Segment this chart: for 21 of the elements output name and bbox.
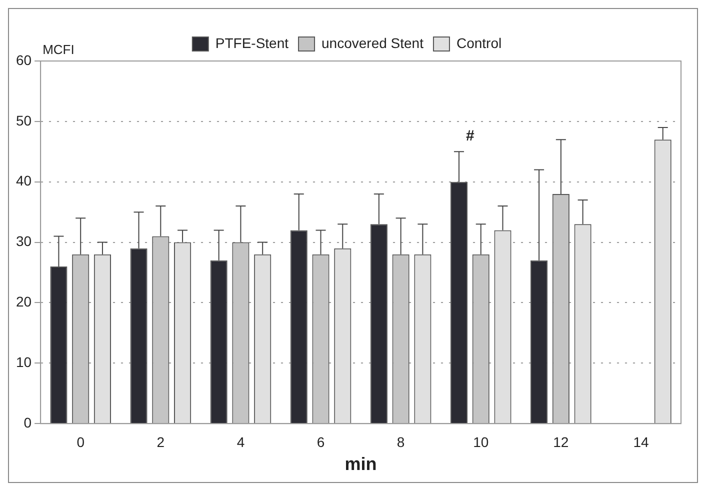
y-tick-label: 60 [16,52,32,68]
x-tick-label: 14 [633,434,649,450]
x-tick-label: 4 [236,434,245,450]
x-tick-label: 12 [553,434,569,450]
y-tick-label: 30 [16,233,32,250]
x-tick-label: 0 [76,434,85,450]
x-tick-label: 10 [473,434,489,450]
legend-label: Control [456,34,502,51]
y-tick-label: 20 [16,294,32,310]
x-tick-label: 6 [316,434,325,450]
x-axis-title: min [344,454,377,474]
legend-label: PTFE-Stent [215,34,289,51]
legend-label: uncovered Stent [322,34,424,51]
annotation: # [466,127,475,144]
y-tick-label: 50 [16,112,32,128]
x-tick-label: 2 [156,434,165,450]
y-tick-label: 0 [24,414,32,430]
x-tick-label: 8 [396,434,405,450]
y-tick-label: 10 [16,354,32,370]
y-tick-label: 40 [16,172,32,189]
y-axis-title: MCFI [42,42,74,58]
